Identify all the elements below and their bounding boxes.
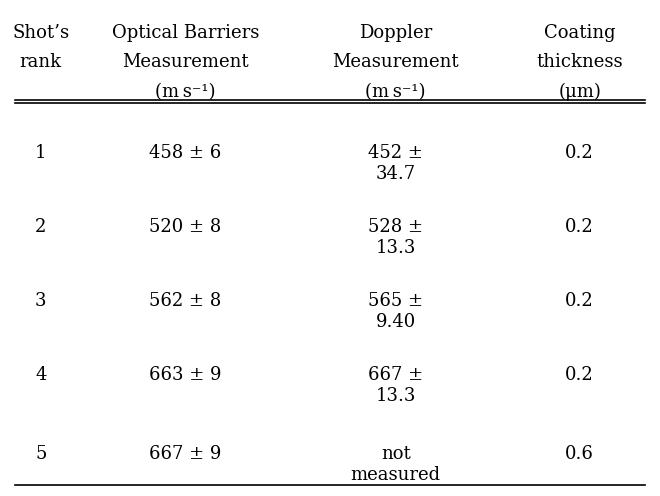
Text: 0.2: 0.2	[566, 144, 594, 162]
Text: 667 ± 9: 667 ± 9	[149, 445, 222, 463]
Text: not
measured: not measured	[350, 445, 441, 484]
Text: 663 ± 9: 663 ± 9	[149, 366, 222, 384]
Text: 0.2: 0.2	[566, 366, 594, 384]
Text: 5: 5	[35, 445, 46, 463]
Text: Optical Barriers: Optical Barriers	[112, 23, 259, 42]
Text: (μm): (μm)	[558, 83, 601, 101]
Text: Measurement: Measurement	[122, 53, 249, 71]
Text: Shot’s: Shot’s	[13, 23, 69, 42]
Text: Coating: Coating	[544, 23, 616, 42]
Text: 458 ± 6: 458 ± 6	[149, 144, 222, 162]
Text: 0.2: 0.2	[566, 292, 594, 310]
Text: 0.6: 0.6	[566, 445, 594, 463]
Text: (m s⁻¹): (m s⁻¹)	[366, 83, 426, 101]
Text: 528 ±
13.3: 528 ± 13.3	[368, 218, 423, 257]
Text: Measurement: Measurement	[333, 53, 459, 71]
Text: 2: 2	[35, 218, 46, 236]
Text: (m s⁻¹): (m s⁻¹)	[155, 83, 216, 101]
Text: 520 ± 8: 520 ± 8	[149, 218, 222, 236]
Text: 3: 3	[35, 292, 47, 310]
Text: 452 ±
34.7: 452 ± 34.7	[368, 144, 423, 183]
Text: thickness: thickness	[537, 53, 623, 71]
Text: Doppler: Doppler	[359, 23, 432, 42]
Text: 667 ±
13.3: 667 ± 13.3	[368, 366, 423, 405]
Text: 562 ± 8: 562 ± 8	[149, 292, 222, 310]
Text: 4: 4	[35, 366, 46, 384]
Text: rank: rank	[20, 53, 62, 71]
Text: 0.2: 0.2	[566, 218, 594, 236]
Text: 565 ±
9.40: 565 ± 9.40	[368, 292, 423, 331]
Text: 1: 1	[35, 144, 47, 162]
